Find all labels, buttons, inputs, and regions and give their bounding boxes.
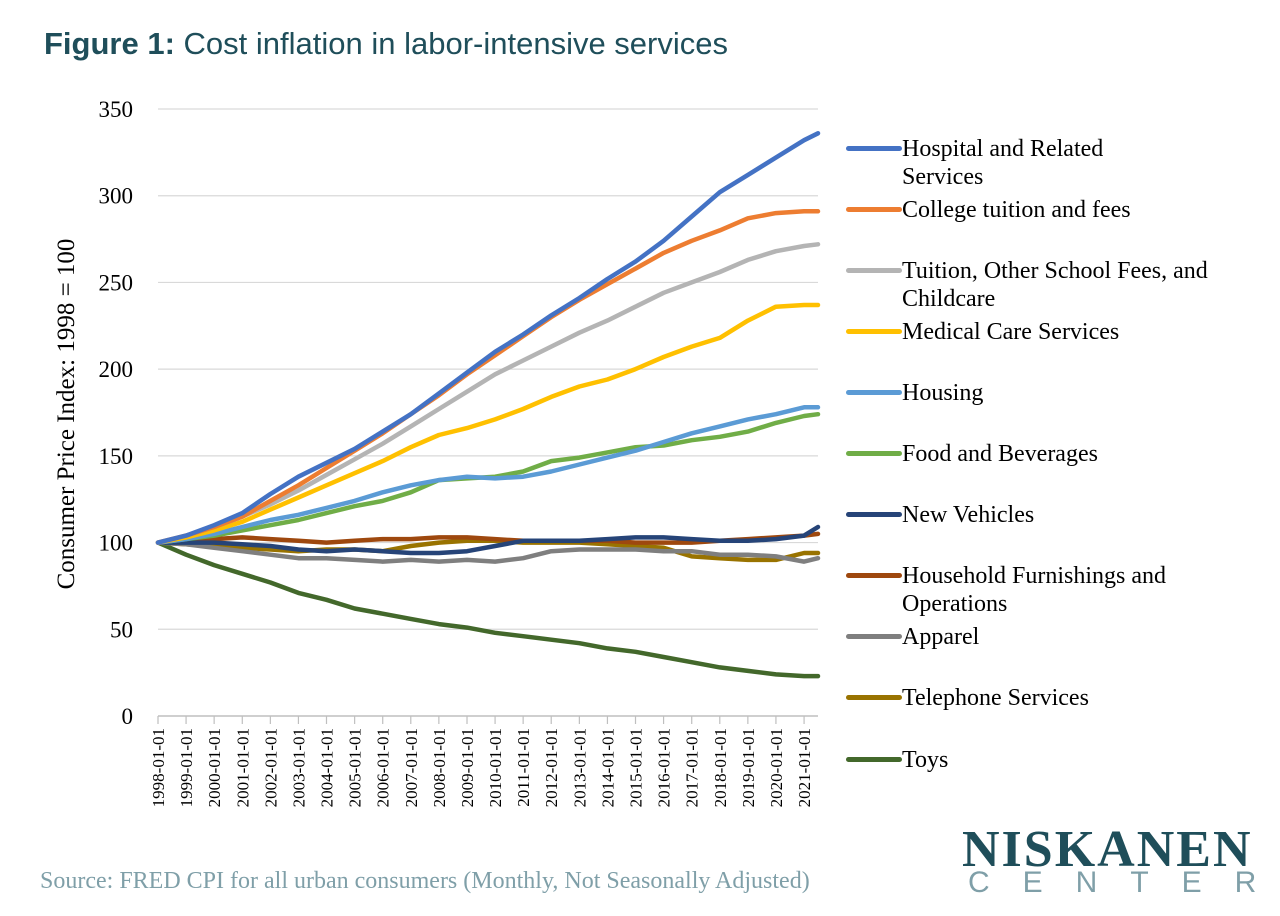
figure-title-prefix: Figure 1:: [44, 26, 175, 61]
y-axis-ticks: 0 50 100 150 200 250 300 350: [99, 97, 134, 729]
x-tick-label: 1998-01-01: [149, 728, 168, 807]
legend-swatch: [846, 207, 902, 212]
x-tick-label: 2010-01-01: [486, 728, 505, 807]
x-tick-label: 2007-01-01: [402, 728, 421, 807]
figure-title: Figure 1: Cost inflation in labor-intens…: [44, 26, 728, 62]
legend-swatch: [846, 268, 902, 273]
y-tick-label: 0: [122, 704, 134, 729]
series-line: [155, 209, 821, 545]
series-line: [155, 540, 821, 679]
legend-label: College tuition and fees: [902, 197, 1131, 223]
legend-swatch: [846, 634, 902, 639]
series-line: [155, 405, 821, 545]
legend-label: New Vehicles: [902, 502, 1035, 528]
series-line: [155, 242, 821, 545]
x-tick-label: 2011-01-01: [514, 728, 533, 807]
legend-swatch: [846, 512, 902, 517]
x-tick-label: 2009-01-01: [458, 728, 477, 807]
legend-label: Telephone Services: [902, 685, 1089, 711]
y-tick-label: 200: [99, 357, 134, 382]
x-tick-label: 2000-01-01: [205, 728, 224, 807]
figure-title-text: Cost inflation in labor-intensive servic…: [183, 26, 728, 61]
y-tick-label: 300: [99, 184, 134, 209]
logo-subtext: CENTER: [968, 866, 1280, 899]
x-tick-label: 2013-01-01: [570, 728, 589, 807]
x-tick-label: 2014-01-01: [598, 728, 617, 807]
x-tick-label: 2016-01-01: [655, 728, 674, 807]
x-tick-label: 2018-01-01: [711, 728, 730, 807]
x-tick-label: 2008-01-01: [430, 728, 449, 807]
y-tick-label: 350: [99, 97, 134, 122]
source-note: Source: FRED CPI for all urban consumers…: [40, 868, 810, 894]
x-tick-label: 2002-01-01: [261, 728, 280, 807]
x-tick-label: 2004-01-01: [317, 728, 336, 807]
legend-label: Hospital and Related Services: [902, 136, 1110, 190]
legend-swatch: [846, 451, 902, 456]
x-tick-label: 2006-01-01: [374, 728, 393, 807]
legend-label: Apparel: [902, 624, 980, 650]
legend-label: Medical Care Services: [902, 319, 1120, 345]
x-tick-label: 2020-01-01: [767, 728, 786, 807]
x-tick-label: 2015-01-01: [627, 728, 646, 807]
legend-swatch: [846, 573, 902, 578]
legend-label: Tuition, Other School Fees, and Childcar…: [902, 258, 1214, 312]
series-lines: [155, 131, 821, 679]
x-tick-label: 2021-01-01: [795, 728, 814, 807]
x-tick-label: 2012-01-01: [542, 728, 561, 807]
series-line: [155, 131, 821, 545]
legend-swatch: [846, 757, 902, 762]
y-tick-label: 150: [99, 444, 134, 469]
x-tick-label: 2001-01-01: [233, 728, 252, 807]
series-line: [155, 540, 821, 564]
y-axis-label: Consumer Price Index: 1998 = 100: [53, 239, 80, 590]
legend-label: Housing: [902, 380, 984, 406]
series-line: [155, 302, 821, 545]
y-tick-label: 100: [99, 531, 134, 556]
x-axis: 1998-01-01 1999-01-01 2000-01-01 2001-01-01…: [149, 715, 818, 807]
y-tick-label: 50: [110, 617, 133, 642]
x-tick-label: 1999-01-01: [177, 728, 196, 807]
x-tick-label: 2003-01-01: [289, 728, 308, 807]
x-tick-label: 2017-01-01: [683, 728, 702, 807]
legend-label: Household Furnishings and Operations: [902, 563, 1172, 617]
legend-swatch: [846, 146, 902, 151]
x-tick-label: 2019-01-01: [739, 728, 758, 807]
logo-wordmark: NISKANEN: [962, 821, 1253, 878]
legend-swatch: [846, 695, 902, 700]
y-tick-label: 250: [99, 270, 134, 295]
legend-label: Toys: [902, 747, 949, 773]
legend-swatch: [846, 329, 902, 334]
legend-label: Food and Beverages: [902, 441, 1098, 467]
series-line: [155, 524, 821, 556]
legend-swatch: [846, 390, 902, 395]
grid: [158, 108, 818, 630]
x-tick-label: 2005-01-01: [346, 728, 365, 807]
